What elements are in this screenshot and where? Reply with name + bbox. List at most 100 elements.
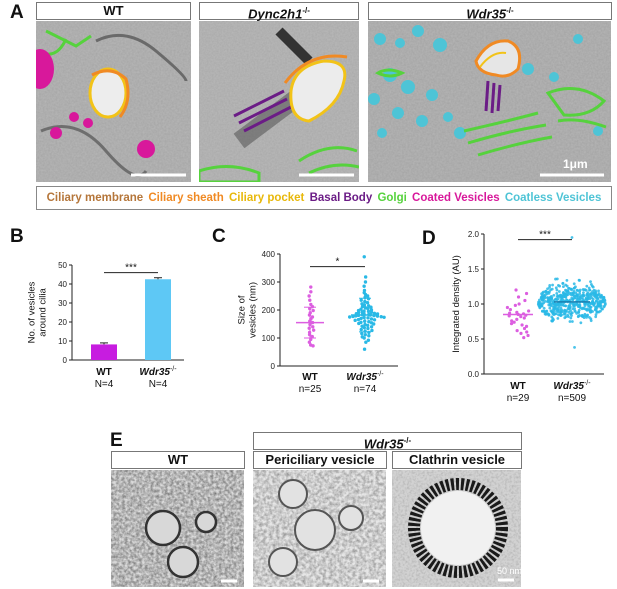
chart-c-point (382, 315, 386, 319)
chart-d-point (591, 310, 594, 313)
panel-d-letter: D (422, 228, 436, 249)
chart-c-point (363, 280, 368, 284)
chart-c-ylabel: Size ofvesicles (nm) (237, 282, 259, 338)
chart-d-point (571, 298, 575, 302)
panel-e-title-clathrin: Clathrin vesicle (392, 451, 522, 469)
panel-a-title-wt: WT (36, 2, 191, 20)
chart-d-point (548, 306, 552, 310)
chart-d-point (567, 305, 571, 309)
chart-d-point (573, 346, 576, 349)
chart-d-point (546, 287, 549, 291)
chart-c-point (366, 326, 370, 331)
chart-d-point (505, 305, 510, 310)
chart-d-point (588, 288, 591, 292)
chart-d-point (556, 316, 560, 320)
chart-d-point (557, 284, 560, 287)
legend-basal-body: Basal Body (309, 192, 373, 204)
chart-d-point (575, 312, 579, 315)
chart-d-point (595, 295, 599, 299)
chart-c-point (307, 313, 312, 317)
chart-d-point (573, 296, 576, 300)
chart-c-point (379, 315, 383, 319)
em-image-wdr35: 1μm (368, 21, 611, 182)
chart-d-point (509, 322, 514, 326)
chart-d-point (577, 278, 581, 282)
chart-d-point (582, 291, 585, 295)
chart-d-point (555, 303, 559, 307)
chart-c-xlabel-suffix: -/- (377, 371, 384, 378)
em-image-e-clathrin: 50 nm (392, 470, 521, 587)
chart-c-point (311, 308, 315, 313)
chart-d-point (544, 310, 548, 313)
chart-d-point (584, 288, 588, 292)
chart-d-point (567, 286, 571, 290)
chart-d-point (568, 320, 572, 323)
chart-d-point (540, 297, 544, 301)
chart-c-point (309, 337, 313, 342)
chart-b-ytick-label: 10 (58, 337, 67, 346)
chart-d-point (572, 282, 576, 286)
chart-d-xlabel-n: n=509 (558, 393, 587, 404)
chart-d-point (564, 288, 567, 292)
chart-d-point (600, 307, 604, 311)
chart-c-point (367, 334, 371, 338)
chart-d-point (513, 303, 517, 307)
chart-c-point (347, 315, 352, 319)
chart-c-point (360, 331, 364, 336)
chart-c-point (366, 306, 370, 311)
chart-d-point (570, 288, 574, 291)
chart-d-point (508, 308, 513, 312)
chart-d-point (537, 304, 541, 307)
chart-c-point (307, 340, 312, 344)
chart-d-point (512, 320, 516, 324)
chart-d-point (549, 302, 553, 306)
chart-d-point (577, 308, 581, 312)
em-image-e-clathrin-drawing: 50 nm (392, 470, 521, 587)
chart-c-ylabel-line-1: vesicles (nm) (248, 282, 259, 338)
panel-e-title-periciliary: Periciliary vesicle (253, 451, 387, 469)
chart-d-point (557, 305, 561, 309)
chart-d-ytick-label: 2.0 (468, 230, 480, 239)
chart-d-point (570, 320, 574, 323)
chart-b-ylabel: No. of vesiclesaround cilia (27, 281, 49, 343)
chart-d-xlabel-text: Wdr35 (553, 381, 584, 392)
em-image-e-periciliary-drawing (253, 470, 386, 587)
chart-d-xlabel-text: WT (510, 381, 526, 392)
chart-d-point (549, 297, 553, 301)
chart-d-point (552, 304, 556, 308)
chart-c-xlabel-n: n=74 (354, 384, 377, 394)
chart-d-point (559, 294, 563, 297)
chart-d-xlabel: WT (510, 381, 526, 392)
chart-c-point (357, 321, 361, 326)
chart-d-point (587, 295, 591, 299)
chart-c-point (366, 309, 371, 314)
chart-d-point (579, 294, 582, 298)
chart-b-xlabel: WT (96, 367, 112, 378)
chart-d-ytick-label: 1.0 (468, 300, 480, 309)
chart-d-point (575, 288, 579, 292)
chart-d-point (547, 313, 551, 316)
em-image-wdr35-drawing: 1μm (368, 21, 611, 182)
chart-d-point (588, 308, 592, 312)
chart-d-point (559, 303, 563, 307)
legend-coated-vesicles: Coated Vesicles (412, 192, 500, 204)
chart-d-point (573, 307, 576, 310)
chart-d-point (578, 292, 582, 296)
legend-coatless-vesicles: Coatless Vesicles (504, 192, 602, 204)
chart-d-point (589, 302, 593, 305)
chart-b-ylabel-line-0: No. of vesicles (27, 281, 38, 343)
chart-d-point (565, 293, 569, 297)
chart-d-point (551, 308, 555, 312)
legend-ciliary-sheath: Ciliary sheath (148, 192, 224, 204)
legend-golgi: Golgi (377, 192, 407, 204)
chart-c-point (365, 301, 370, 305)
chart-d-point (559, 314, 563, 318)
em-image-e-periciliary (253, 470, 386, 587)
chart-d-point (572, 304, 576, 307)
chart-d-xlabel-n: n=29 (507, 393, 530, 404)
chart-d-point (585, 316, 588, 319)
chart-d-point (603, 304, 606, 308)
chart-b-sig-stars: *** (125, 263, 137, 274)
chart-b-xlabel-text: Wdr35 (139, 367, 170, 378)
chart-c-point (366, 316, 370, 320)
